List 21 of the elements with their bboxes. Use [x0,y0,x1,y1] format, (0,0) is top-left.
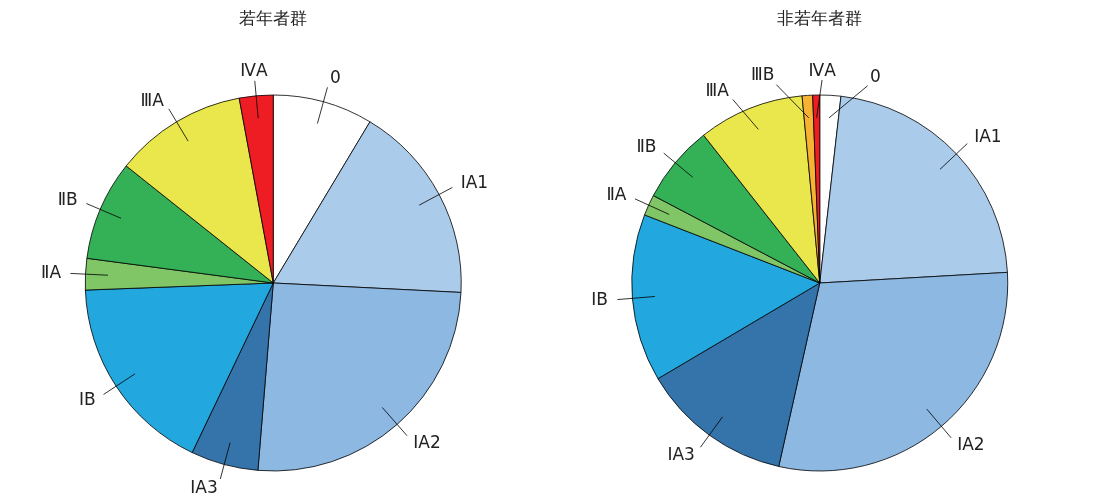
slice-label: ⅢA [140,89,165,110]
slice-label: ⅣA [808,59,837,80]
slice-label: ⅡA [41,261,62,282]
slice-label: ⅡB [57,188,78,209]
chart-title: 非若年者群 [777,8,863,28]
slice-label: ⅠA1 [974,126,1002,147]
slice-label: ⅢA [705,80,730,101]
slice-label: ⅢB [750,64,775,85]
slice-label: ⅠB [79,388,96,409]
chart-title: 若年者群 [239,8,308,28]
slice-label: ⅡA [606,183,627,204]
slice-label: 0 [329,67,341,88]
slice-label: ⅡB [636,136,657,157]
slice-label: ⅠA2 [413,431,441,452]
slice-label: ⅠA2 [957,433,985,454]
slice-label: ⅠA1 [460,172,489,192]
slice-label: ⅠB [591,289,609,310]
slice-label: ⅣA [240,60,268,81]
slice-label: ⅠA3 [190,477,218,498]
slice-label: 0 [869,65,881,86]
slice-label: ⅠA3 [667,443,695,464]
